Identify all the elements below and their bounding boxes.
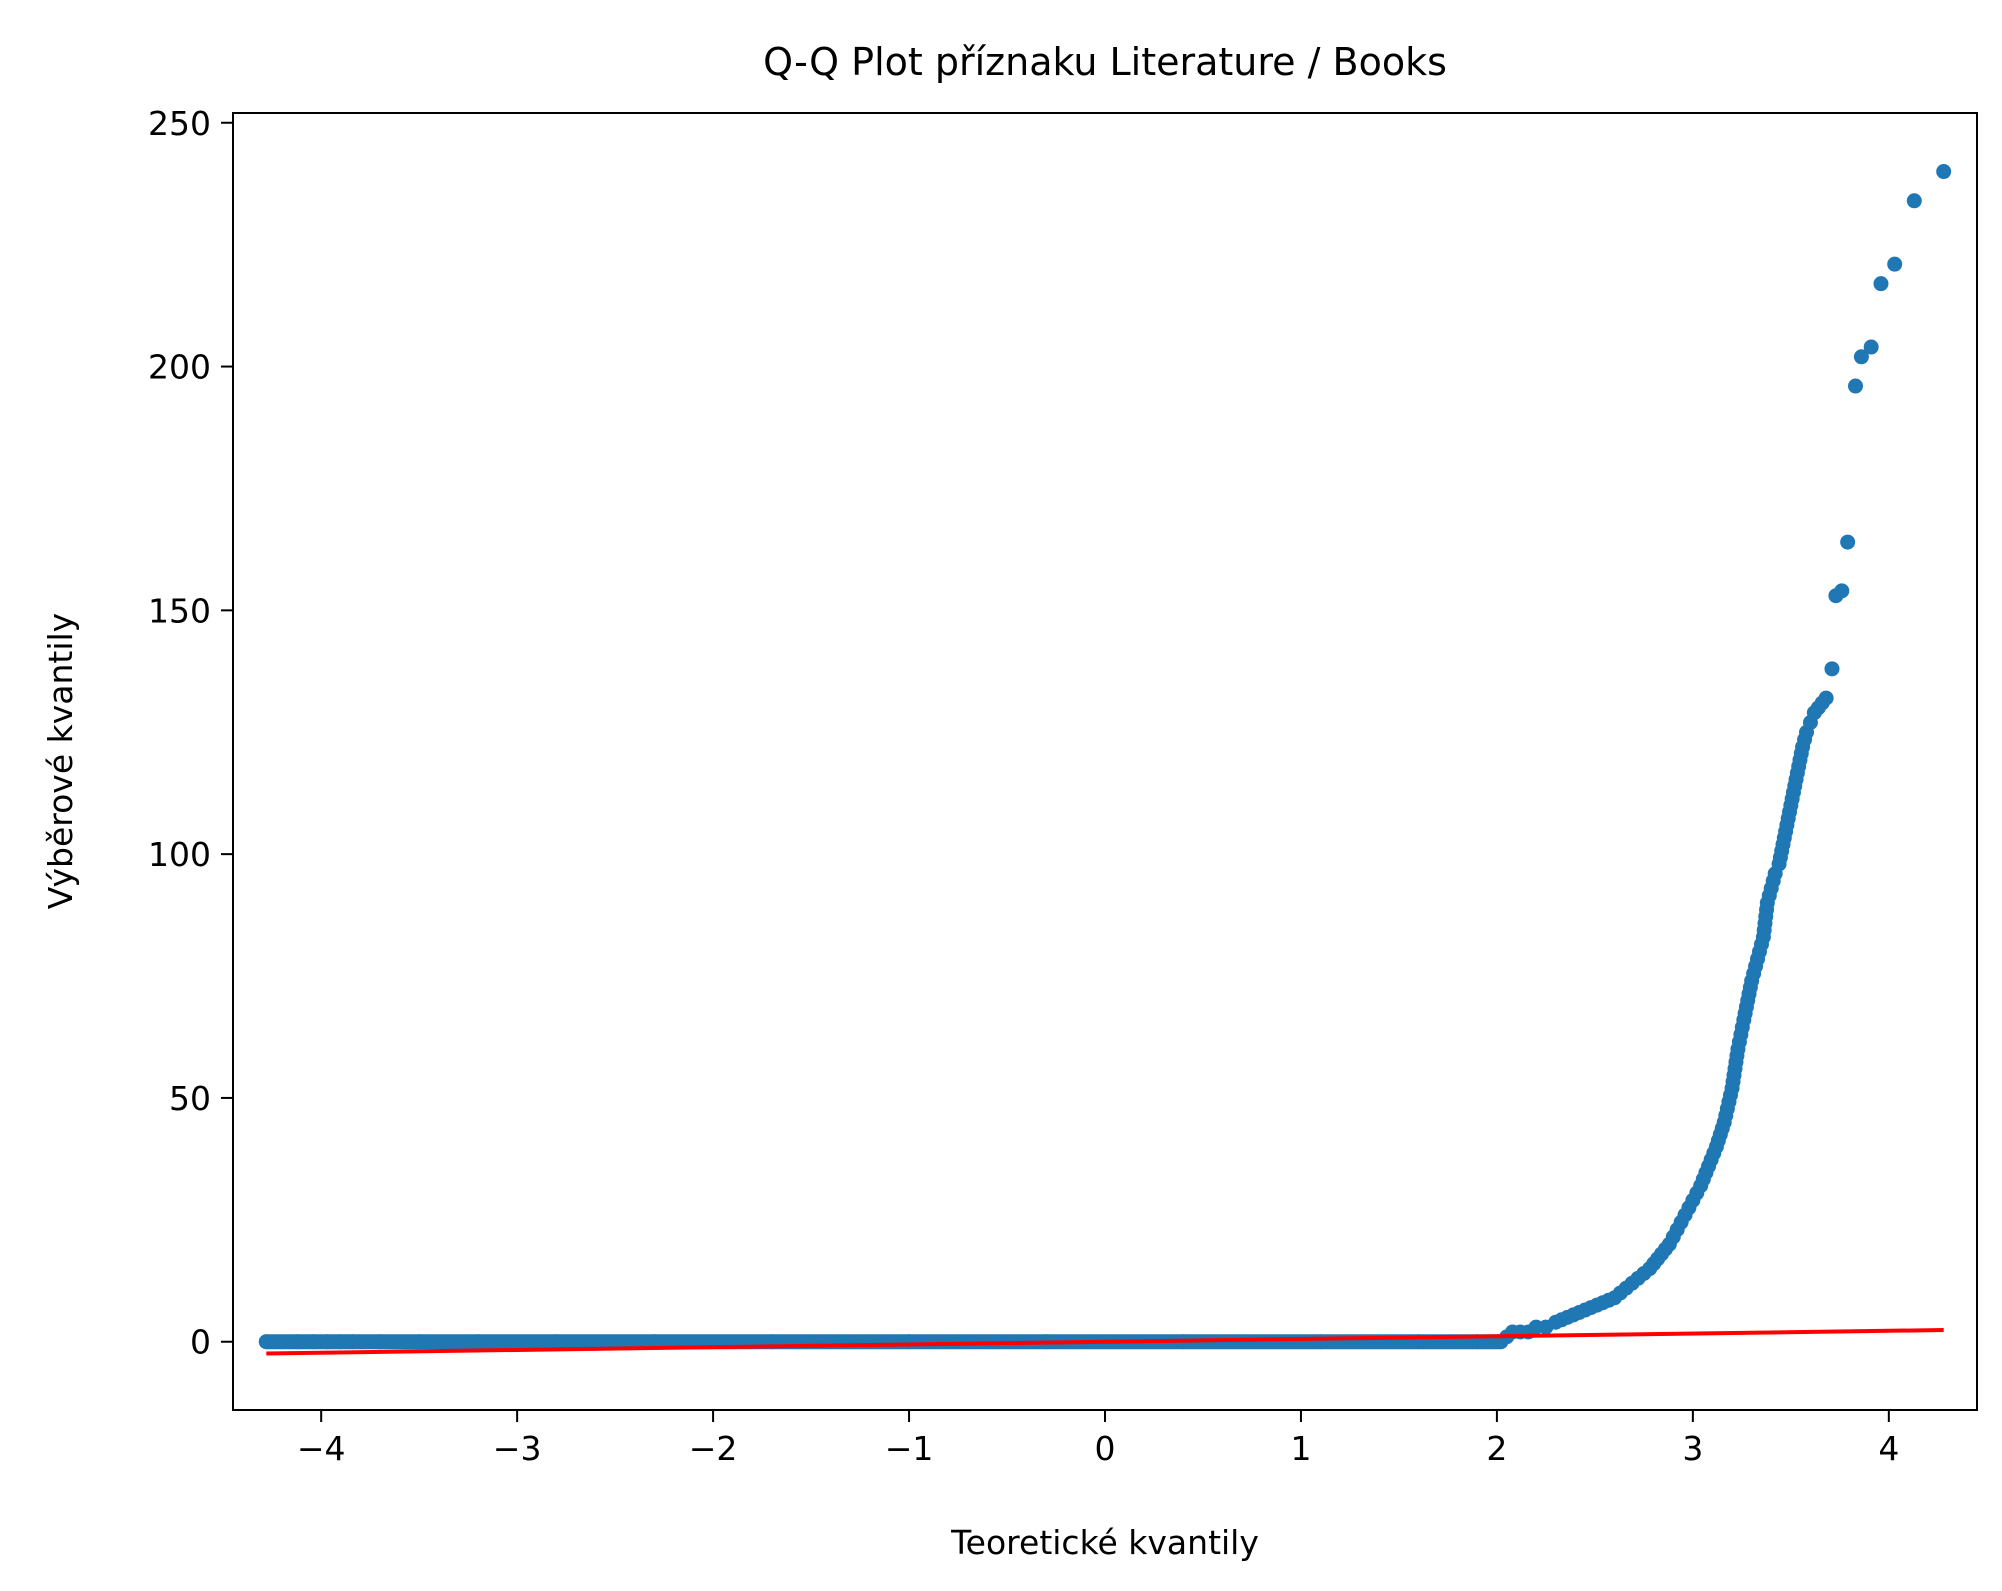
data-point bbox=[1755, 929, 1771, 945]
data-point bbox=[305, 1334, 321, 1350]
data-point bbox=[1853, 349, 1869, 365]
x-tick-label: 1 bbox=[1290, 1429, 1311, 1468]
data-point bbox=[1661, 1236, 1677, 1252]
data-point bbox=[345, 1334, 361, 1350]
data-point bbox=[901, 1334, 917, 1350]
data-point bbox=[1759, 895, 1775, 911]
data-point bbox=[1716, 1114, 1732, 1130]
data-point bbox=[258, 1334, 274, 1350]
data-point bbox=[1313, 1334, 1329, 1350]
plot-area bbox=[258, 164, 1952, 1356]
data-point bbox=[1606, 1290, 1622, 1306]
data-point bbox=[1548, 1314, 1564, 1330]
x-tick-label: 4 bbox=[1878, 1429, 1899, 1468]
data-point bbox=[1863, 339, 1879, 355]
plot-frame bbox=[232, 112, 1978, 1411]
data-point bbox=[1736, 1012, 1752, 1028]
data-point bbox=[1791, 758, 1807, 774]
data-point bbox=[548, 1334, 564, 1350]
y-axis: 0 50 100 150 200 250 bbox=[148, 104, 233, 1362]
x-axis: −4 −3 −2 −1 0 1 2 3 4 bbox=[297, 1410, 1899, 1468]
x-tick-label: −4 bbox=[297, 1429, 346, 1468]
data-point bbox=[646, 1334, 662, 1350]
y-tick-label: 0 bbox=[190, 1323, 211, 1362]
data-point bbox=[1848, 378, 1864, 394]
data-point bbox=[1887, 256, 1903, 272]
data-point bbox=[1642, 1261, 1658, 1277]
reference-line bbox=[266, 1328, 1944, 1356]
data-point bbox=[1730, 1041, 1746, 1057]
data-point bbox=[333, 1334, 349, 1350]
data-point bbox=[1669, 1222, 1685, 1238]
data-point bbox=[372, 1334, 388, 1350]
data-point bbox=[1783, 797, 1799, 813]
y-axis-label: Výběrové kvantily bbox=[41, 613, 80, 909]
x-tick-label: 0 bbox=[1095, 1429, 1116, 1468]
data-point bbox=[1824, 661, 1840, 677]
y-tick-label: 50 bbox=[169, 1079, 211, 1118]
x-tick-label: −1 bbox=[885, 1429, 934, 1468]
data-point bbox=[411, 1334, 427, 1350]
data-point bbox=[1795, 739, 1811, 755]
data-point bbox=[1748, 958, 1764, 974]
data-point bbox=[1618, 1280, 1634, 1296]
data-point bbox=[1701, 1158, 1717, 1174]
data-point bbox=[319, 1334, 335, 1350]
data-point bbox=[1763, 880, 1779, 896]
data-point bbox=[1936, 164, 1952, 180]
data-point bbox=[1595, 1295, 1611, 1311]
x-axis-label: Teoretické kvantily bbox=[950, 1523, 1259, 1562]
x-tick-label: 3 bbox=[1682, 1429, 1703, 1468]
data-point bbox=[1630, 1270, 1646, 1286]
data-point bbox=[470, 1334, 486, 1350]
data-point bbox=[1751, 944, 1767, 960]
data-point bbox=[1775, 836, 1791, 852]
x-tick-label: −3 bbox=[493, 1429, 542, 1468]
data-point bbox=[1724, 1080, 1740, 1096]
data-point bbox=[1873, 276, 1889, 292]
data-point bbox=[1779, 817, 1795, 833]
chart-title: Q-Q Plot příznaku Literature / Books bbox=[763, 40, 1447, 84]
y-tick-label: 100 bbox=[148, 835, 211, 874]
data-point bbox=[1906, 193, 1922, 209]
data-point bbox=[1740, 992, 1756, 1008]
y-tick-label: 250 bbox=[148, 104, 211, 143]
data-point bbox=[1771, 856, 1787, 872]
x-tick-label: −2 bbox=[689, 1429, 738, 1468]
data-point bbox=[1744, 973, 1760, 989]
data-point bbox=[1834, 583, 1850, 599]
y-tick-label: 150 bbox=[148, 591, 211, 630]
data-point bbox=[1818, 690, 1834, 706]
data-point bbox=[290, 1334, 306, 1350]
data-point bbox=[1708, 1139, 1724, 1155]
y-tick-label: 200 bbox=[148, 348, 211, 387]
data-point bbox=[1840, 534, 1856, 550]
x-tick-label: 2 bbox=[1486, 1429, 1507, 1468]
data-point bbox=[1685, 1192, 1701, 1208]
data-point bbox=[1571, 1304, 1587, 1320]
data-point bbox=[1559, 1309, 1575, 1325]
data-point bbox=[1693, 1178, 1709, 1194]
data-point bbox=[1787, 778, 1803, 794]
data-point bbox=[1583, 1300, 1599, 1316]
data-point bbox=[1677, 1207, 1693, 1223]
